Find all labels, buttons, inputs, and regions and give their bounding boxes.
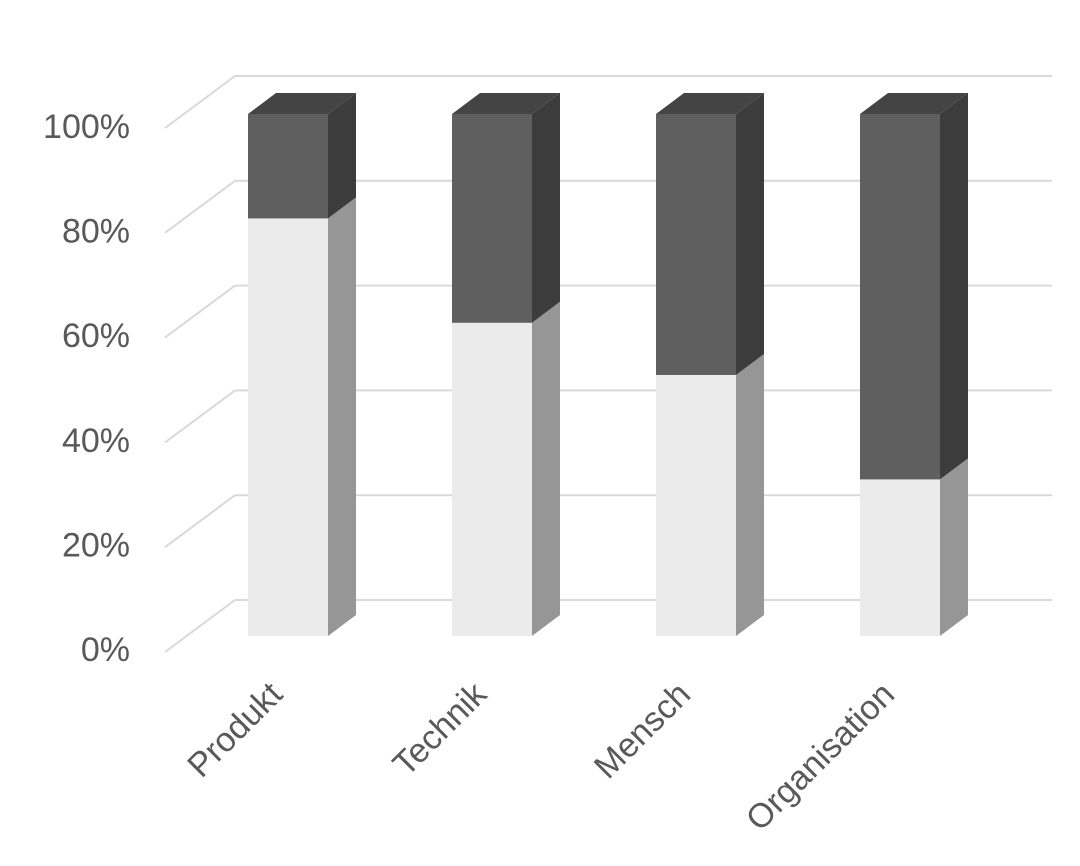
bar-segment (860, 479, 940, 636)
grid-line-floor (164, 599, 236, 653)
bar-side (532, 93, 560, 323)
x-tick-label: Technik (386, 674, 495, 783)
y-tick-label: 20% (62, 526, 130, 564)
y-tick-label: 80% (62, 213, 130, 251)
bar-side (736, 354, 764, 636)
bar-top (656, 93, 764, 114)
x-tick-label: Produkt (180, 675, 290, 785)
grid-line-floor (164, 494, 236, 549)
grid-line-floor (164, 389, 236, 444)
bar-top (860, 93, 968, 114)
bar-segment (656, 114, 736, 375)
grid-line-floor (164, 284, 236, 339)
y-tick-label: 0% (81, 631, 130, 669)
bar-side (940, 93, 968, 480)
bar-segment (860, 114, 940, 480)
bar-side (940, 458, 968, 636)
y-tick-label: 100% (43, 108, 130, 146)
bar-segment (248, 218, 328, 636)
bar-top (248, 93, 356, 114)
grid-line-floor (164, 179, 236, 234)
bar-segment (452, 322, 532, 636)
y-tick-label: 40% (62, 422, 130, 460)
bar-segment (248, 114, 328, 219)
y-tick-label: 60% (62, 317, 130, 355)
bar-segment (656, 375, 736, 636)
bar-segment (452, 114, 532, 323)
grid-line-floor (164, 75, 236, 129)
bar-side (328, 93, 356, 219)
bar-side (328, 197, 356, 636)
bar-side (532, 301, 560, 636)
x-tick-label: Mensch (587, 675, 698, 786)
bar-side (736, 93, 764, 375)
bar-top (452, 93, 560, 114)
x-tick-label: Organisation (739, 675, 902, 838)
